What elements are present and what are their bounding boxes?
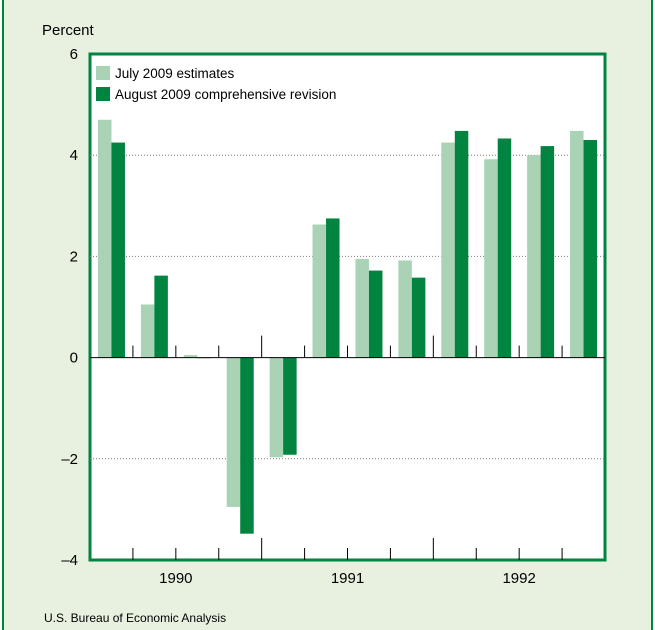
y-tick-label: 2 bbox=[70, 248, 78, 265]
legend-label-july: July 2009 estimates bbox=[115, 66, 235, 81]
y-tick-label: –2 bbox=[61, 451, 78, 468]
bar-august-2009 bbox=[240, 357, 254, 534]
bar-july-2009 bbox=[484, 159, 498, 358]
bar-july-2009 bbox=[398, 260, 412, 358]
bar-july-2009 bbox=[527, 155, 541, 358]
plot-area bbox=[88, 52, 607, 562]
bar-august-2009 bbox=[368, 270, 383, 358]
bar-july-2009 bbox=[97, 119, 112, 358]
bar-august-2009 bbox=[411, 277, 426, 358]
bar-july-2009 bbox=[183, 355, 198, 358]
source-note: U.S. Bureau of Economic Analysis bbox=[44, 611, 227, 625]
bar-august-2009 bbox=[326, 218, 340, 358]
bar-july-2009 bbox=[312, 224, 327, 358]
bar-august-2009 bbox=[540, 146, 555, 358]
y-axis-ticks: 6 4 2 0 –2 –4 bbox=[61, 46, 78, 569]
bar-july-2009 bbox=[570, 130, 584, 358]
legend: July 2009 estimates August 2009 comprehe… bbox=[96, 66, 336, 102]
legend-swatch-august bbox=[96, 87, 110, 101]
x-year-label: 1991 bbox=[331, 570, 364, 587]
bar-august-2009 bbox=[154, 275, 168, 358]
y-tick-label: 6 bbox=[70, 46, 78, 63]
bar-july-2009 bbox=[355, 258, 369, 358]
y-tick-label: –4 bbox=[61, 552, 78, 569]
y-tick-label: 4 bbox=[70, 147, 78, 164]
bars bbox=[97, 119, 598, 534]
legend-label-august: August 2009 comprehensive revision bbox=[115, 87, 336, 102]
bar-july-2009 bbox=[226, 357, 241, 507]
bar-chart: Percent 6 4 2 0 –2 –4 1990 1991 1992 July 2009 … bbox=[42, 22, 607, 587]
x-year-label: 1990 bbox=[159, 570, 192, 587]
bar-august-2009 bbox=[283, 357, 297, 455]
bar-july-2009 bbox=[269, 357, 284, 458]
bar-july-2009 bbox=[140, 304, 155, 358]
bar-august-2009 bbox=[497, 138, 512, 358]
bar-august-2009 bbox=[583, 140, 598, 358]
bar-august-2009 bbox=[111, 142, 125, 358]
y-tick-label: 0 bbox=[70, 350, 78, 367]
legend-swatch-july bbox=[96, 66, 110, 80]
gridlines bbox=[90, 154, 605, 460]
bar-august-2009 bbox=[454, 130, 469, 358]
bar-july-2009 bbox=[441, 142, 455, 358]
x-axis: 1990 1991 1992 bbox=[90, 335, 605, 587]
x-year-label: 1992 bbox=[502, 570, 535, 587]
y-axis-label: Percent bbox=[42, 22, 95, 39]
